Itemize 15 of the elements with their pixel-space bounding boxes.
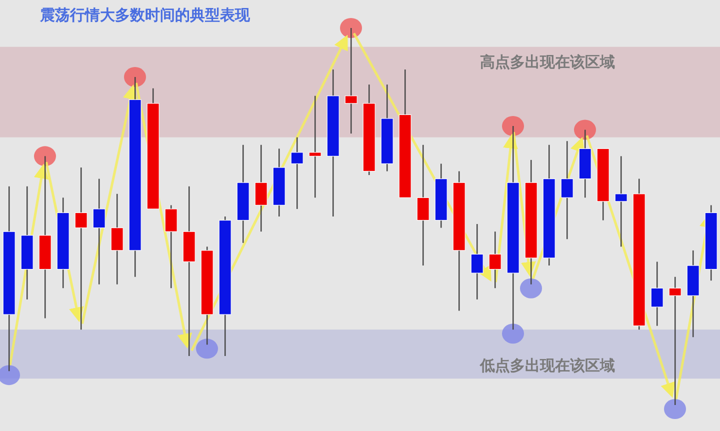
band-label: 低点多出现在该区域 xyxy=(479,356,615,375)
candlestick xyxy=(650,261,664,326)
candlestick xyxy=(668,276,682,405)
candlestick xyxy=(416,144,430,266)
candlestick xyxy=(74,166,88,330)
candlestick xyxy=(92,178,106,285)
candlestick xyxy=(164,204,178,289)
candlestick xyxy=(560,140,574,240)
candlestick xyxy=(110,193,124,285)
candlestick xyxy=(470,223,484,300)
candlestick xyxy=(488,230,502,289)
candlestick xyxy=(614,156,628,248)
band-label: 高点多出现在该区域 xyxy=(480,52,615,71)
chart-title: 震荡行情大多数时间的典型表现 xyxy=(40,6,250,25)
candlestick xyxy=(344,28,358,134)
